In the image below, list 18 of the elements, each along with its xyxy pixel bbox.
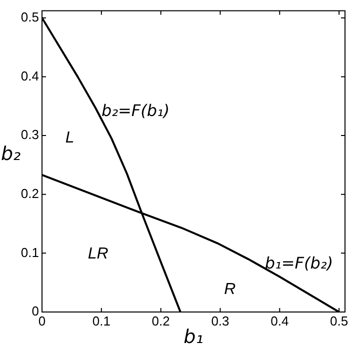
annotation: b₂=F(b₁) bbox=[101, 101, 170, 120]
annotation: L bbox=[65, 130, 74, 147]
x-tick-label: 0.1 bbox=[92, 313, 110, 328]
annotation: R bbox=[224, 280, 236, 298]
y-tick-label: 0.1 bbox=[20, 244, 39, 260]
annotation: b₁=F(b₂) bbox=[264, 254, 334, 273]
y-tick-label: 0.4 bbox=[20, 68, 39, 84]
x-tick-label: 0.5 bbox=[330, 313, 348, 328]
y-axis-title: b₂ bbox=[1, 143, 22, 165]
y-tick-label: 0 bbox=[32, 304, 39, 319]
y-tick-label: 0.2 bbox=[20, 186, 39, 201]
x-tick-label: 0.3 bbox=[211, 313, 230, 328]
x-tick-label: 0.4 bbox=[270, 313, 289, 328]
annotation: LR bbox=[88, 246, 109, 263]
x-axis-title: b₁ bbox=[184, 326, 204, 348]
y-tick-label: 0.5 bbox=[20, 9, 39, 24]
x-tick-label: 0.2 bbox=[152, 313, 170, 328]
y-tick-label: 0.3 bbox=[20, 127, 39, 142]
